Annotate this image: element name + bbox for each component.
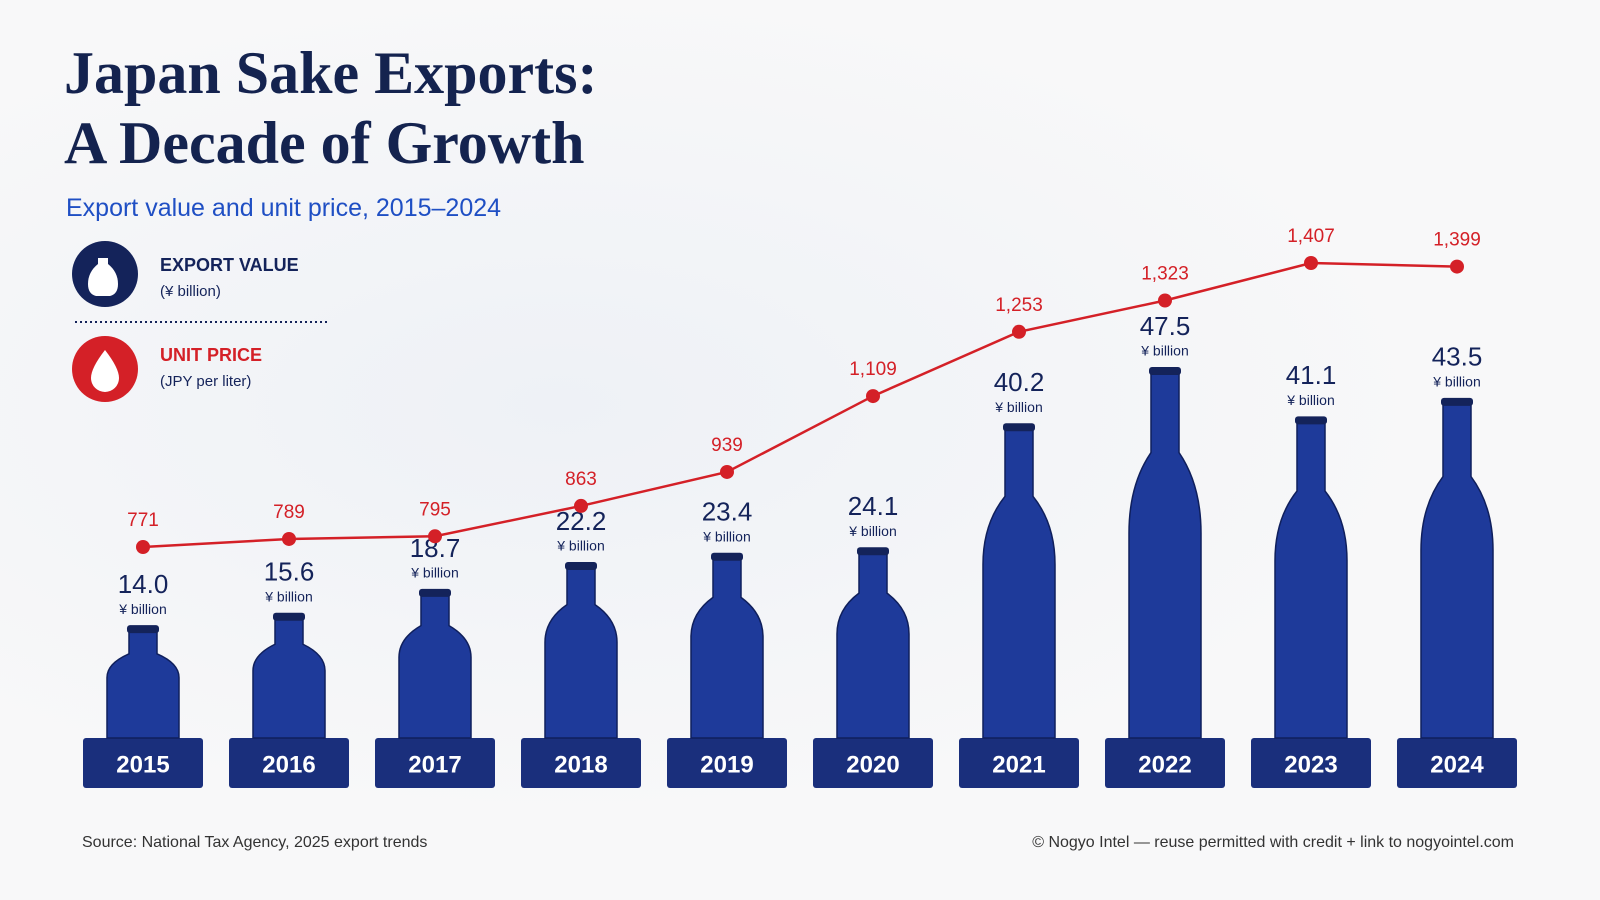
value-label: 939 bbox=[711, 435, 743, 456]
pedestal bbox=[375, 738, 495, 788]
bottle-cap bbox=[1149, 367, 1181, 375]
bottle-cap bbox=[565, 561, 597, 570]
value-label: 1,399 bbox=[1433, 230, 1481, 251]
value-label: 1,109 bbox=[849, 359, 897, 380]
value-label: 1,407 bbox=[1287, 226, 1335, 247]
x-tick-label: 2015 bbox=[116, 751, 169, 778]
bottle bbox=[106, 629, 180, 739]
price-point bbox=[136, 540, 150, 554]
value-label: 1,253 bbox=[995, 295, 1043, 316]
bottle bbox=[398, 593, 472, 739]
bottle-cap bbox=[419, 588, 451, 597]
x-tick-label: 2024 bbox=[1430, 751, 1484, 778]
value-label: 863 bbox=[565, 469, 597, 490]
bottle bbox=[836, 551, 910, 739]
value-label: 15.6 bbox=[264, 557, 315, 587]
price-point bbox=[428, 529, 442, 544]
value-label: 24.1 bbox=[848, 491, 899, 521]
pedestal bbox=[1251, 738, 1371, 788]
value-label: 43.5 bbox=[1432, 342, 1483, 372]
bottle-cap bbox=[1295, 416, 1327, 425]
x-tick-label: 2018 bbox=[554, 751, 607, 778]
chart-title: Japan Sake Exports: A Decade of Growth bbox=[64, 40, 598, 176]
value-unit: ¥ billion bbox=[1432, 374, 1480, 390]
value-label: 40.2 bbox=[994, 367, 1045, 397]
x-tick-label: 2017 bbox=[408, 751, 461, 778]
pedestal bbox=[1105, 738, 1225, 788]
pedestal bbox=[83, 738, 203, 788]
pedestal bbox=[667, 738, 787, 788]
value-label: 1,323 bbox=[1141, 264, 1189, 285]
pedestal bbox=[1397, 738, 1517, 788]
legend-icon-drop bbox=[91, 350, 119, 392]
price-point bbox=[720, 464, 734, 479]
bottle-cap bbox=[1441, 397, 1473, 406]
bottle bbox=[982, 427, 1056, 739]
pedestal bbox=[959, 738, 1079, 788]
bottle bbox=[690, 556, 764, 739]
value-label: 23.4 bbox=[702, 497, 753, 527]
pedestal bbox=[229, 738, 349, 788]
value-label: 789 bbox=[273, 502, 305, 523]
price-line bbox=[142, 261, 1458, 549]
pedestal bbox=[521, 738, 641, 788]
value-label: 41.1 bbox=[1286, 360, 1337, 390]
value-unit: ¥ billion bbox=[118, 601, 166, 617]
bottle-cap bbox=[711, 552, 743, 561]
legend-icon-bottle bbox=[88, 258, 118, 296]
bottle bbox=[1128, 371, 1202, 739]
x-tick-label: 2020 bbox=[846, 751, 899, 778]
legend-unit: (¥ billion) bbox=[160, 283, 221, 300]
legend-unit: (JPY per liter) bbox=[160, 373, 251, 390]
chart-subtitle: Export value and unit price, 2015–2024 bbox=[66, 194, 502, 222]
value-unit: ¥ billion bbox=[264, 589, 312, 605]
bottle-cap bbox=[127, 625, 159, 634]
value-label: 47.5 bbox=[1140, 311, 1191, 341]
pedestal bbox=[813, 738, 933, 788]
value-unit: ¥ billion bbox=[994, 399, 1042, 415]
value-unit: ¥ billion bbox=[848, 523, 896, 539]
price-point bbox=[1012, 324, 1026, 339]
bottle bbox=[1274, 420, 1348, 739]
value-unit: ¥ billion bbox=[410, 565, 458, 581]
price-point bbox=[1304, 256, 1318, 270]
bottle-cap bbox=[1003, 423, 1035, 432]
price-point bbox=[1158, 293, 1172, 308]
value-unit: ¥ billion bbox=[702, 528, 750, 544]
x-tick-label: 2016 bbox=[262, 751, 315, 778]
credit-note: © Nogyo Intel — reuse permitted with cre… bbox=[1032, 834, 1514, 851]
x-tick-label: 2019 bbox=[700, 751, 753, 778]
bottle-cap bbox=[857, 547, 889, 556]
value-unit: ¥ billion bbox=[556, 538, 604, 554]
x-tick-label: 2023 bbox=[1284, 751, 1337, 778]
price-point bbox=[866, 389, 880, 404]
price-point bbox=[1450, 259, 1464, 274]
value-label: 795 bbox=[419, 499, 451, 520]
bottle bbox=[1420, 402, 1494, 739]
legend-label: EXPORT VALUE bbox=[160, 255, 299, 275]
x-tick-label: 2022 bbox=[1138, 751, 1191, 778]
value-label: 14.0 bbox=[118, 569, 169, 599]
source-note: Source: National Tax Agency, 2025 export… bbox=[82, 834, 428, 851]
price-point bbox=[574, 498, 588, 513]
bottle bbox=[252, 617, 326, 739]
bottle bbox=[544, 566, 618, 739]
bottle-cap bbox=[273, 612, 305, 621]
value-label: 771 bbox=[127, 510, 159, 531]
price-point bbox=[282, 531, 296, 546]
value-unit: ¥ billion bbox=[1286, 392, 1334, 408]
x-tick-label: 2021 bbox=[992, 751, 1045, 778]
legend-label: UNIT PRICE bbox=[160, 345, 262, 365]
value-unit: ¥ billion bbox=[1140, 343, 1188, 359]
